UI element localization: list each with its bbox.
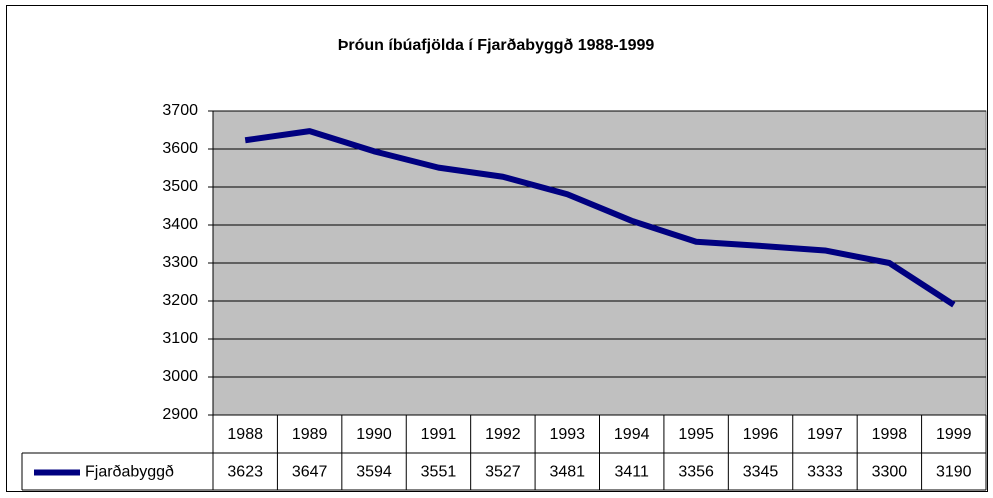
chart-title: Þróun íbúafjölda í Fjarðabyggð 1988-1999 [338,37,655,54]
y-tick-label: 3600 [162,140,198,157]
data-table-value: 3356 [678,464,714,481]
x-tick-label: 1992 [485,426,521,443]
x-tick-label: 1994 [614,426,650,443]
data-table-value: 3623 [227,464,263,481]
x-tick-label: 1993 [549,426,585,443]
x-tick-label: 1997 [807,426,843,443]
x-tick-label: 1991 [421,426,457,443]
data-table-value: 3647 [292,464,328,481]
data-table-value: 3527 [485,464,521,481]
data-table-value: 3345 [743,464,779,481]
y-tick-label: 3000 [162,368,198,385]
legend-label: Fjarðabyggð [85,464,174,481]
x-tick-label: 1990 [356,426,392,443]
x-tick-label: 1998 [872,426,908,443]
data-table-value: 3411 [615,464,650,481]
y-tick-label: 3200 [162,292,198,309]
data-line [244,128,956,308]
data-table-value: 3333 [807,464,843,481]
x-tick-label: 1989 [292,426,328,443]
x-tick-label: 1995 [678,426,714,443]
data-table-value: 3594 [356,464,392,481]
data-table-value: 3481 [549,464,585,481]
y-tick-label: 3300 [162,254,198,271]
y-tick-label: 2900 [162,406,198,423]
data-table-value: 3551 [421,464,457,481]
y-tick-label: 3400 [162,216,198,233]
y-tick-label: 3700 [162,102,198,119]
x-tick-label: 1999 [936,426,972,443]
data-table-value: 3300 [872,464,908,481]
x-tick-label: 1996 [743,426,779,443]
y-tick-label: 3100 [162,330,198,347]
y-tick-label: 3500 [162,178,198,195]
data-table-value: 3190 [936,464,972,481]
x-tick-label: 1988 [227,426,263,443]
